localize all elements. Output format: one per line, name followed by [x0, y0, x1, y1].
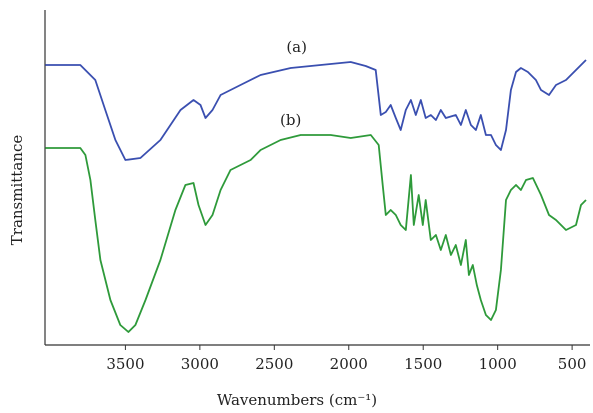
x-tick-label: 500 [558, 355, 587, 373]
y-axis-label: Transmittance [8, 135, 26, 246]
annotation: (b) [280, 111, 301, 129]
x-tick-label: 2000 [330, 355, 368, 373]
x-axis-label: Wavenumbers (cm⁻¹) [217, 391, 377, 409]
x-tick-label: 1500 [404, 355, 442, 373]
spectrum-line [45, 59, 587, 161]
x-tick-label: 2500 [255, 355, 293, 373]
spectrum-line [45, 134, 587, 333]
annotation: (a) [286, 38, 307, 56]
x-tick-label: 3000 [181, 355, 219, 373]
x-tick-label: 1000 [479, 355, 517, 373]
x-tick-label: 3500 [106, 355, 144, 373]
